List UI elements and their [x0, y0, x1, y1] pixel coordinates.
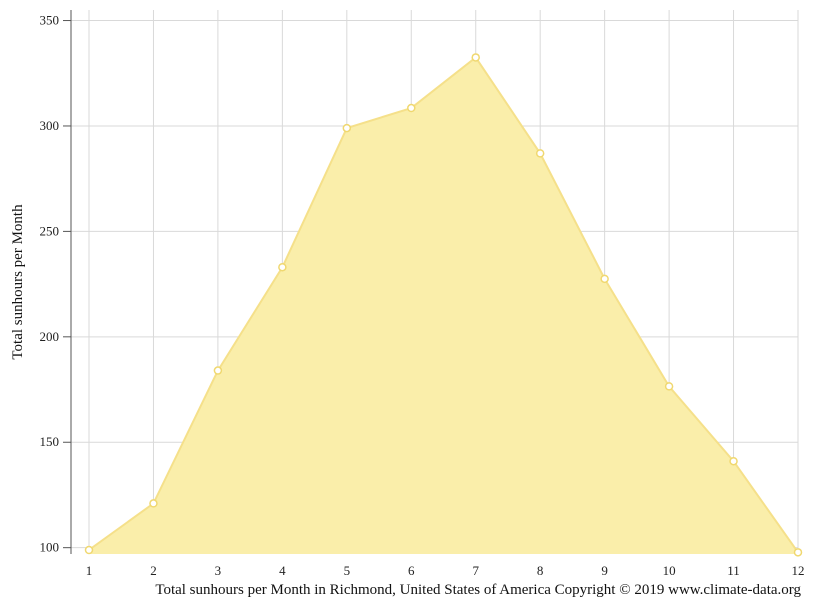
data-point — [471, 53, 480, 62]
data-point — [149, 499, 158, 508]
data-point — [278, 262, 287, 272]
data-point — [84, 545, 94, 555]
x-tick-label: 9 — [601, 563, 608, 578]
x-tick-label: 5 — [344, 563, 351, 578]
axes — [63, 10, 72, 554]
y-tick-label: 250 — [40, 223, 60, 238]
y-tick-label: 100 — [40, 540, 60, 555]
x-tick-label: 2 — [150, 563, 157, 578]
data-point — [407, 103, 416, 113]
area-series — [88, 55, 799, 554]
x-tick-label: 8 — [537, 563, 544, 578]
x-tick-label: 12 — [792, 563, 805, 578]
x-tick-label: 10 — [663, 563, 676, 578]
data-point — [600, 274, 609, 284]
x-tick-label: 11 — [727, 563, 740, 578]
x-tick-label: 1 — [86, 563, 93, 578]
x-tick-label: 7 — [472, 563, 479, 578]
y-tick-label: 200 — [40, 329, 60, 344]
data-point — [342, 123, 352, 133]
data-point — [793, 548, 803, 557]
data-point — [729, 456, 738, 466]
data-point — [535, 149, 545, 158]
x-tick-label: 6 — [408, 563, 415, 578]
y-tick-label: 350 — [40, 13, 60, 28]
x-tick-label: 3 — [215, 563, 222, 578]
y-tick-label: 300 — [40, 118, 60, 133]
data-point — [664, 382, 674, 391]
data-point — [213, 366, 223, 375]
series-line — [88, 55, 799, 553]
area-fill — [89, 57, 798, 554]
chart-caption: Total sunhours per Month in Richmond, Un… — [155, 582, 801, 598]
y-axis-title: Total sunhours per Month — [10, 204, 26, 360]
data-markers — [84, 53, 803, 557]
y-tick-label: 150 — [40, 434, 60, 449]
x-tick-label: 4 — [279, 563, 286, 578]
